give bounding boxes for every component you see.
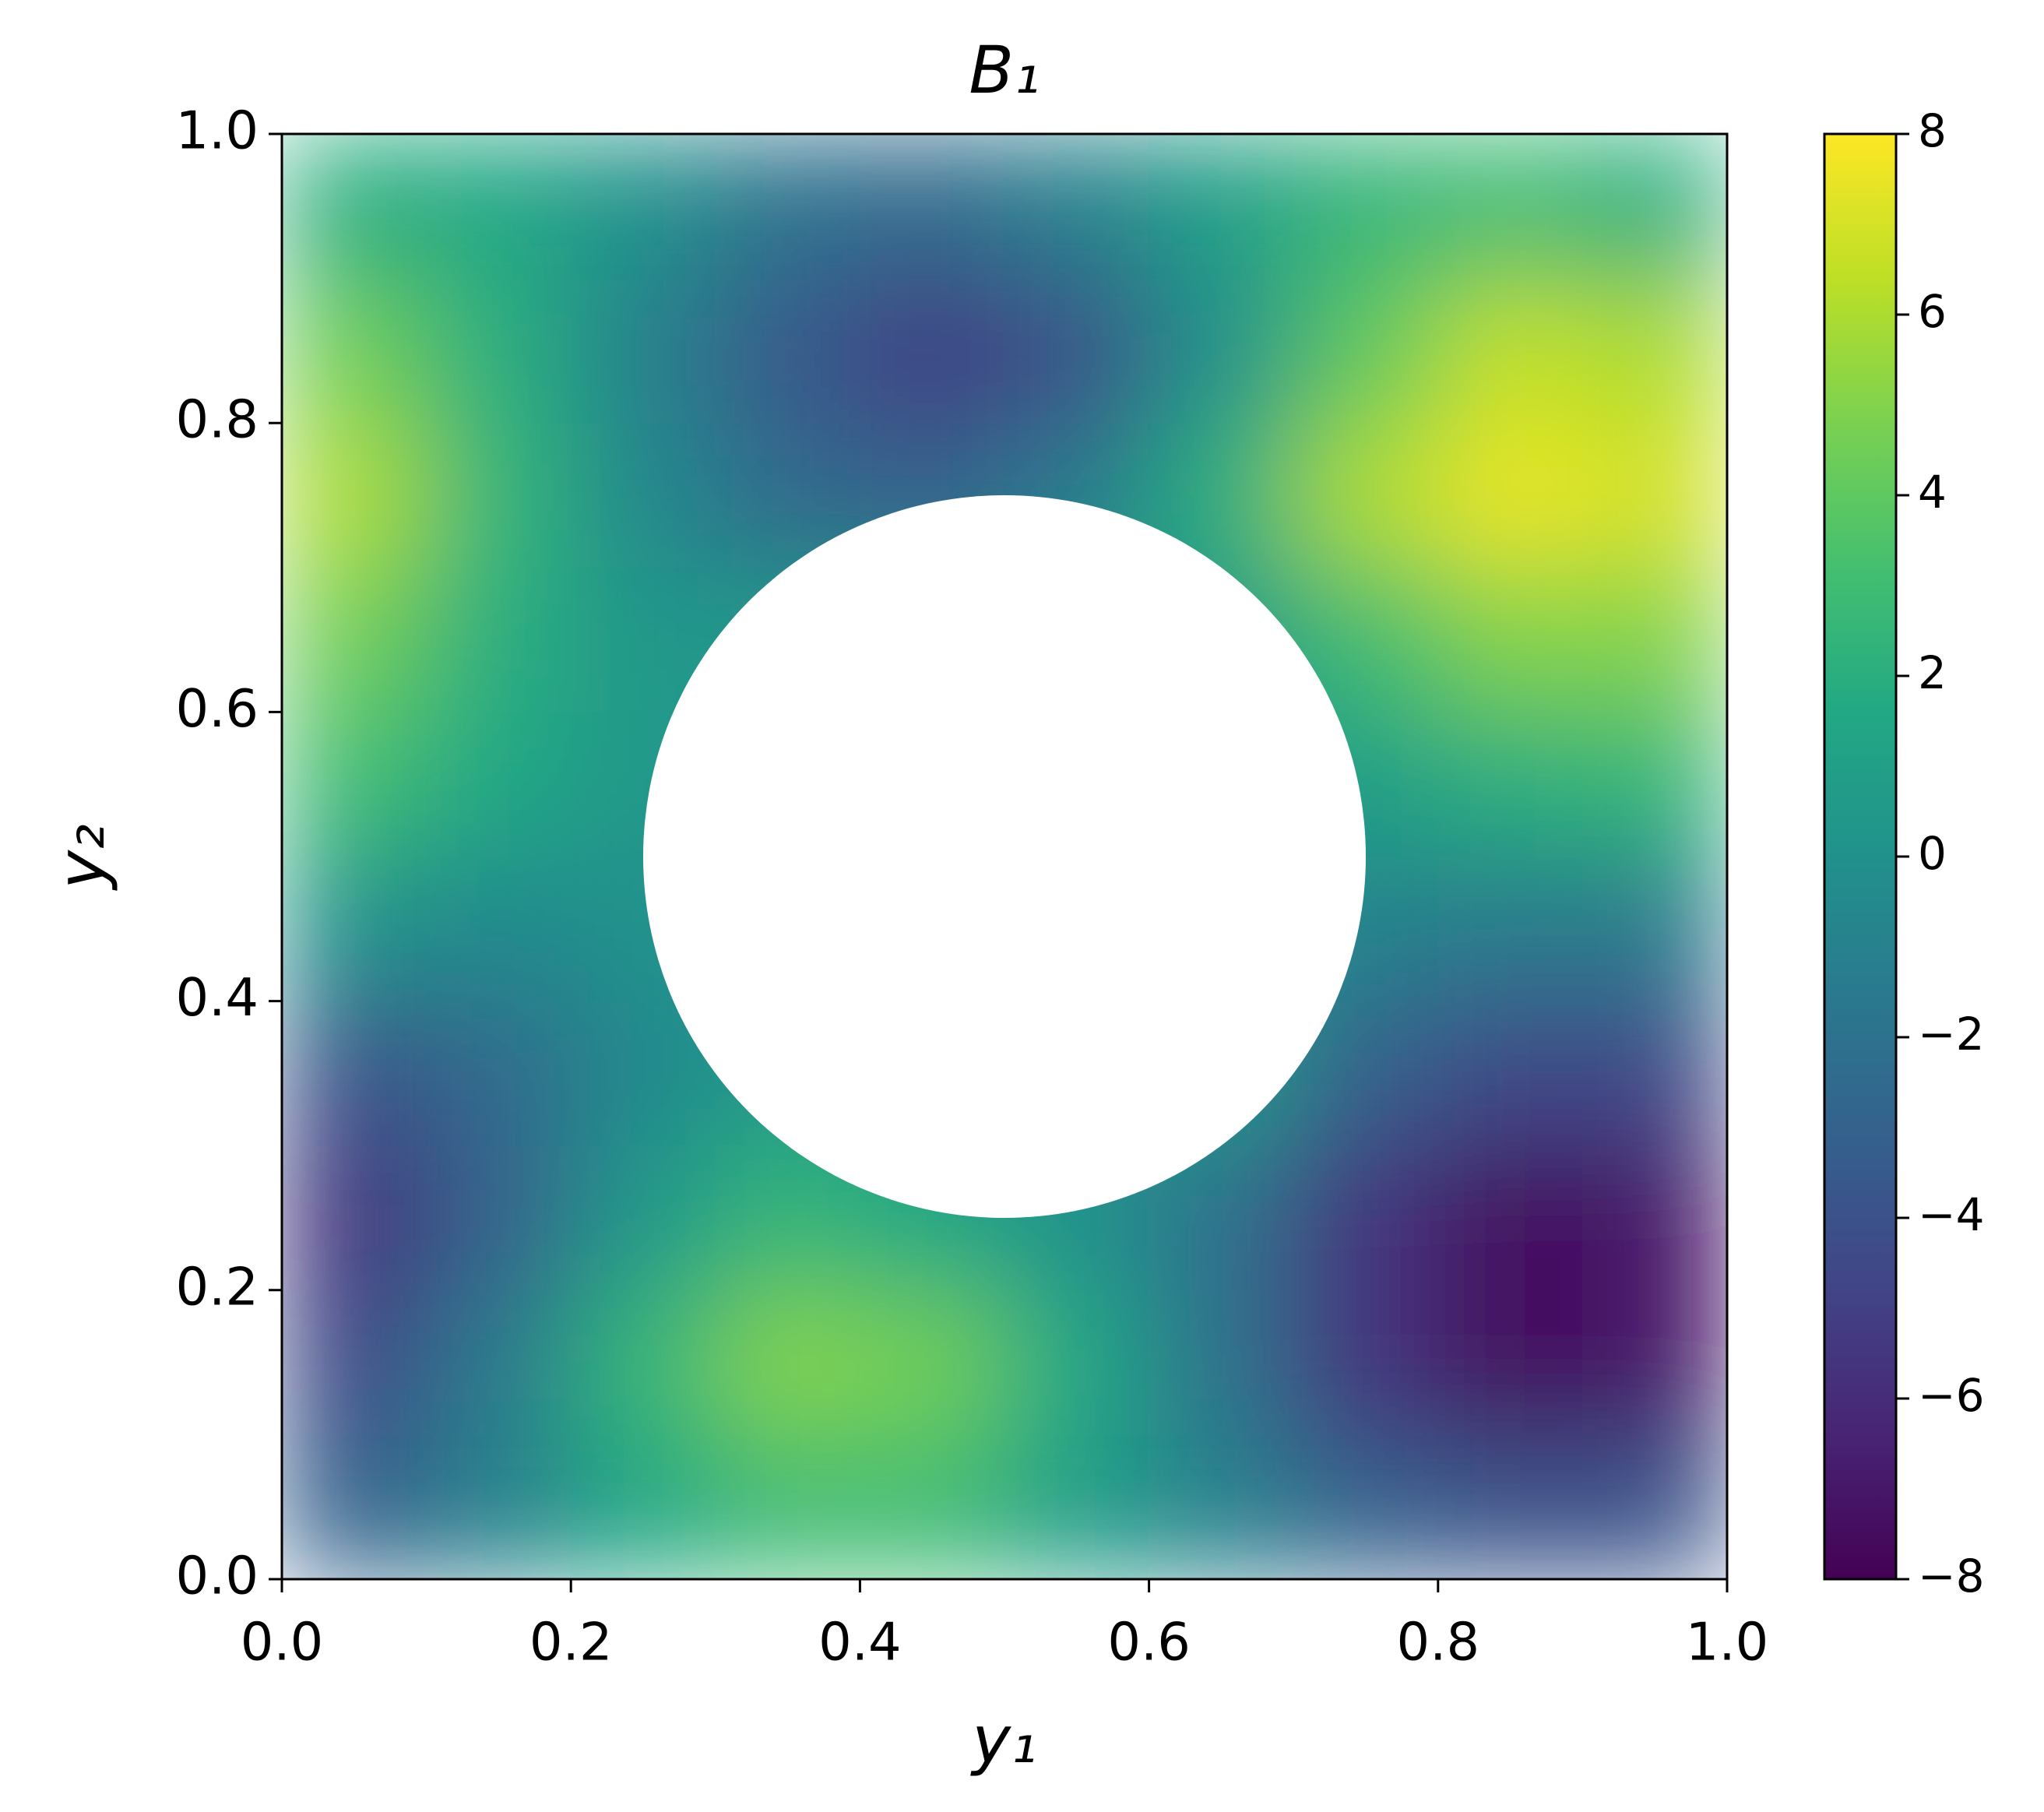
heatmap-cell (425, 711, 572, 857)
heatmap-cell (282, 134, 427, 280)
colorbar-tick-label: 2 (1918, 646, 1947, 699)
chart-title: B₁ (969, 32, 1040, 108)
heatmap-cell (1437, 1145, 1584, 1291)
heatmap-cell (425, 277, 572, 424)
colorbar-tick-label: −4 (1918, 1188, 1985, 1241)
heatmap-cell (570, 1145, 716, 1291)
heatmap-cell (1004, 1434, 1150, 1579)
heatmap-cell (282, 1434, 427, 1579)
heatmap-cell (570, 277, 716, 424)
heatmap-cell (859, 134, 1005, 280)
heatmap-cell (282, 711, 427, 857)
hole (643, 495, 1366, 1218)
heatmap-cell (1581, 566, 1727, 713)
heatmap-cell (425, 1289, 572, 1436)
heatmap-cell (1581, 422, 1727, 568)
heatmap-cell (570, 422, 716, 568)
x-tick-label: 0.6 (1107, 1612, 1191, 1673)
heatmap-cell (282, 1145, 427, 1291)
heatmap-cell (570, 1289, 716, 1436)
colorbar-tick-label: 4 (1918, 466, 1947, 519)
heatmap-cell (282, 1289, 427, 1436)
heatmap-cell (1148, 277, 1295, 424)
heatmap-cell (714, 1434, 861, 1579)
heatmap-cell (1293, 1289, 1439, 1436)
heatmap-cell (425, 856, 572, 1002)
heatmap-cell (282, 277, 427, 424)
x-tick-label: 1.0 (1686, 1612, 1769, 1673)
heatmap-cell (1004, 277, 1150, 424)
heatmap-cell (714, 134, 861, 280)
heatmap-cell (282, 856, 427, 1002)
heatmap-cell (425, 1000, 572, 1147)
heatmap-cell (1293, 134, 1439, 280)
heatmap-cell (1581, 134, 1727, 280)
heatmap-cell (1293, 1434, 1439, 1579)
heatmap-cell (1004, 1289, 1150, 1436)
heatmap-cell (1437, 566, 1584, 713)
colorbar-tick-label: −6 (1918, 1369, 1985, 1422)
heatmap-cell (1437, 1434, 1584, 1579)
heatmap-cell (1581, 1000, 1727, 1147)
colorbar (1823, 132, 1898, 1581)
colorbar-tick-label: −2 (1918, 1008, 1985, 1061)
heatmap-cell (1437, 1000, 1584, 1147)
y-tick-label: 0.0 (175, 1546, 259, 1606)
colorbar-tick-label: 8 (1918, 104, 1947, 157)
heatmap-cell (1581, 1289, 1727, 1436)
heatmap-cell (1293, 277, 1439, 424)
heatmap-cell (1581, 1145, 1727, 1291)
heatmap (282, 134, 1727, 1579)
heatmap-cell (859, 1434, 1005, 1579)
heatmap-cell (1581, 1434, 1727, 1579)
heatmap-cell (570, 134, 716, 280)
y-tick-label: 0.6 (175, 678, 259, 739)
x-tick-label: 0.0 (241, 1612, 324, 1673)
y-tick-label: 0.8 (175, 389, 259, 450)
heatmap-cell (1437, 277, 1584, 424)
heatmap-cell (1148, 1434, 1295, 1579)
heatmap-cell (1437, 711, 1584, 857)
heatmap-cell (282, 1000, 427, 1147)
heatmap-cell (1148, 134, 1295, 280)
colorbar-tick-label: −8 (1918, 1550, 1985, 1603)
colorbar-tick-label: 6 (1918, 285, 1947, 338)
y-tick-label: 1.0 (175, 100, 259, 161)
heatmap-cell (1437, 134, 1584, 280)
heatmap-cell (425, 134, 572, 280)
heatmap-cell (1437, 422, 1584, 568)
heatmap-cell (425, 1434, 572, 1579)
heatmap-cell (859, 277, 1005, 424)
heatmap-cell (859, 1289, 1005, 1436)
heatmap-cell (425, 422, 572, 568)
heatmap-cell (1293, 1145, 1439, 1291)
y-axis-label: y₂ (43, 824, 119, 891)
heatmap-cell (1581, 856, 1727, 1002)
heatmap-cell (282, 566, 427, 713)
heatmap-cell (714, 1289, 861, 1436)
heatmap-cell (714, 277, 861, 424)
heatmap-cell (1581, 277, 1727, 424)
x-tick-label: 0.4 (818, 1612, 902, 1673)
heatmap-cell (1437, 1289, 1584, 1436)
heatmap-cell (1293, 422, 1439, 568)
heatmap-cell (425, 1145, 572, 1291)
heatmap-cell (1004, 134, 1150, 280)
heatmap-cell (1437, 856, 1584, 1002)
x-tick-label: 0.2 (529, 1612, 613, 1673)
plot-frame (280, 132, 1729, 1581)
heatmap-cell (282, 422, 427, 568)
heatmap-cell (425, 566, 572, 713)
y-tick-label: 0.4 (175, 967, 259, 1028)
heatmap-cell (1581, 711, 1727, 857)
x-axis-label: y₁ (969, 1701, 1036, 1778)
x-tick-label: 0.8 (1397, 1612, 1480, 1673)
colorbar-tick-label: 0 (1918, 827, 1947, 880)
heatmap-cell (1148, 1289, 1295, 1436)
heatmap-cell (570, 1434, 716, 1579)
y-tick-label: 0.2 (175, 1256, 259, 1317)
